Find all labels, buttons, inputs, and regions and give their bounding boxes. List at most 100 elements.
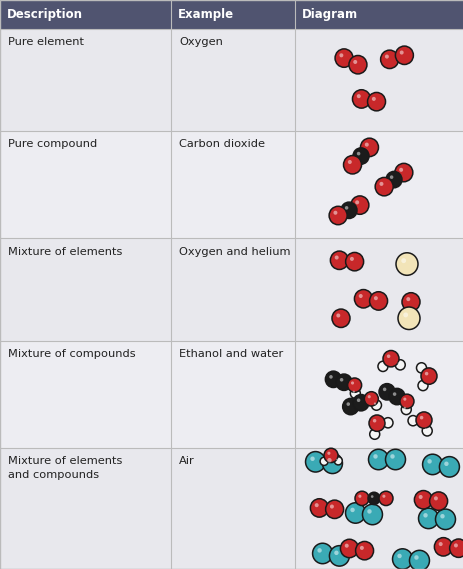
Circle shape <box>362 504 382 525</box>
Circle shape <box>394 163 412 182</box>
Circle shape <box>312 543 332 564</box>
Bar <box>0 0 463 28</box>
Circle shape <box>413 555 418 560</box>
Circle shape <box>326 458 331 463</box>
Circle shape <box>433 496 437 500</box>
Circle shape <box>355 542 373 560</box>
Circle shape <box>335 374 351 390</box>
Bar <box>0 341 463 448</box>
Circle shape <box>392 392 395 396</box>
Circle shape <box>375 178 392 196</box>
Circle shape <box>420 368 436 384</box>
Circle shape <box>334 255 338 259</box>
Circle shape <box>333 211 337 215</box>
Circle shape <box>438 542 442 546</box>
Circle shape <box>385 171 401 188</box>
Circle shape <box>333 457 342 465</box>
Circle shape <box>406 297 409 301</box>
Circle shape <box>402 398 406 401</box>
Circle shape <box>367 509 371 514</box>
Circle shape <box>382 494 385 498</box>
Bar <box>0 28 463 131</box>
Circle shape <box>352 391 354 393</box>
Circle shape <box>357 494 361 498</box>
Circle shape <box>380 364 382 366</box>
Circle shape <box>421 426 432 436</box>
Circle shape <box>347 160 351 164</box>
Circle shape <box>384 55 388 59</box>
Circle shape <box>345 503 365 523</box>
Circle shape <box>328 207 346 225</box>
Circle shape <box>382 351 398 367</box>
Circle shape <box>379 182 382 186</box>
Circle shape <box>317 548 321 552</box>
Circle shape <box>373 296 377 300</box>
Circle shape <box>382 418 392 428</box>
Circle shape <box>364 143 368 147</box>
Circle shape <box>373 454 377 459</box>
Circle shape <box>330 251 348 270</box>
Circle shape <box>422 513 427 518</box>
Circle shape <box>371 97 375 101</box>
Bar <box>0 448 463 569</box>
Circle shape <box>371 400 381 410</box>
Circle shape <box>433 538 451 556</box>
Circle shape <box>344 206 348 209</box>
Circle shape <box>399 51 403 55</box>
Text: Mixture of compounds: Mixture of compounds <box>8 349 135 359</box>
Circle shape <box>352 148 368 164</box>
Circle shape <box>403 407 405 409</box>
Circle shape <box>385 450 405 470</box>
Circle shape <box>350 381 353 385</box>
Text: Oxygen and helium: Oxygen and helium <box>179 246 290 257</box>
Circle shape <box>389 175 393 179</box>
Circle shape <box>338 53 343 57</box>
Circle shape <box>333 551 338 555</box>
Bar <box>0 238 463 341</box>
Circle shape <box>371 431 374 434</box>
Circle shape <box>334 49 352 67</box>
Text: Oxygen: Oxygen <box>179 37 222 47</box>
Circle shape <box>356 398 360 402</box>
Circle shape <box>443 461 448 466</box>
Circle shape <box>368 415 384 431</box>
Circle shape <box>435 509 455 530</box>
Circle shape <box>395 253 417 275</box>
Circle shape <box>438 456 458 477</box>
Circle shape <box>419 416 422 419</box>
Text: Carbon dioxide: Carbon dioxide <box>179 139 264 149</box>
Circle shape <box>329 505 333 509</box>
Circle shape <box>397 307 419 329</box>
Circle shape <box>345 253 363 271</box>
Text: Pure element: Pure element <box>8 37 84 47</box>
Circle shape <box>419 383 422 385</box>
Circle shape <box>352 60 357 64</box>
Circle shape <box>336 314 339 318</box>
Circle shape <box>407 415 417 426</box>
Circle shape <box>416 363 425 373</box>
Text: Pure compound: Pure compound <box>8 139 97 149</box>
Circle shape <box>380 50 398 68</box>
Circle shape <box>401 292 419 311</box>
Circle shape <box>314 503 318 507</box>
Circle shape <box>400 405 410 415</box>
Text: Example: Example <box>178 8 234 21</box>
Circle shape <box>424 372 427 376</box>
Circle shape <box>449 539 463 558</box>
Circle shape <box>367 395 370 398</box>
Circle shape <box>343 155 361 174</box>
Circle shape <box>372 419 375 423</box>
Circle shape <box>429 492 447 510</box>
Circle shape <box>367 492 379 505</box>
Circle shape <box>339 378 343 382</box>
Circle shape <box>388 389 404 405</box>
Circle shape <box>340 202 356 218</box>
Circle shape <box>402 312 407 318</box>
Circle shape <box>350 508 354 512</box>
Circle shape <box>386 354 389 358</box>
Circle shape <box>347 378 361 392</box>
Circle shape <box>400 258 405 263</box>
Circle shape <box>360 138 378 156</box>
Bar <box>0 131 463 238</box>
Circle shape <box>378 491 392 505</box>
